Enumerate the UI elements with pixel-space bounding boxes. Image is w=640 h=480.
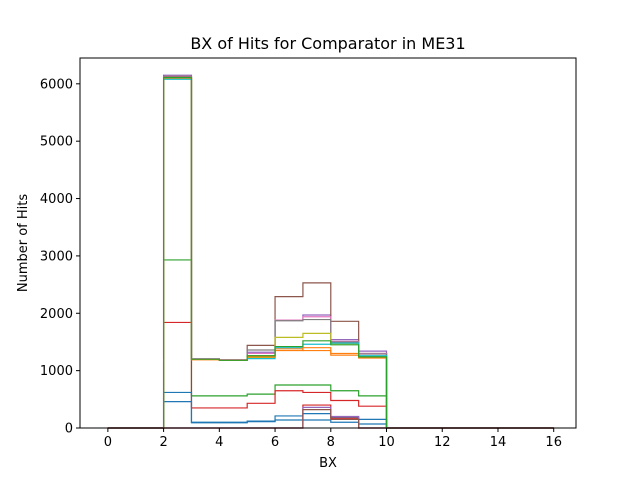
y-axis-label: Number of Hits [16, 194, 31, 293]
axes-frame [79, 57, 577, 429]
y-tick-label: 4000 [40, 192, 73, 207]
x-tick-label: 4 [215, 435, 223, 450]
chart-title: BX of Hits for Comparator in ME31 [190, 34, 465, 53]
x-axis-label: BX [319, 456, 337, 471]
x-tick-label: 0 [104, 435, 112, 450]
x-tick-label: 8 [327, 435, 335, 450]
y-tick-label: 0 [65, 422, 73, 437]
y-tick-label: 1000 [40, 364, 73, 379]
x-tick-label: 16 [545, 435, 562, 450]
y-tick-label: 6000 [40, 77, 73, 92]
y-tick-label: 5000 [40, 135, 73, 150]
x-tick-label: 6 [271, 435, 279, 450]
y-tick-label: 2000 [40, 307, 73, 322]
y-axis: 0 1000 2000 3000 4000 5000 6000 [40, 77, 80, 437]
x-axis: 0 2 4 6 8 10 12 14 16 [104, 428, 562, 450]
x-tick-label: 14 [490, 435, 507, 450]
x-tick-label: 2 [159, 435, 167, 450]
y-tick-label: 3000 [40, 249, 73, 264]
x-tick-label: 10 [378, 435, 395, 450]
x-tick-label: 12 [434, 435, 451, 450]
